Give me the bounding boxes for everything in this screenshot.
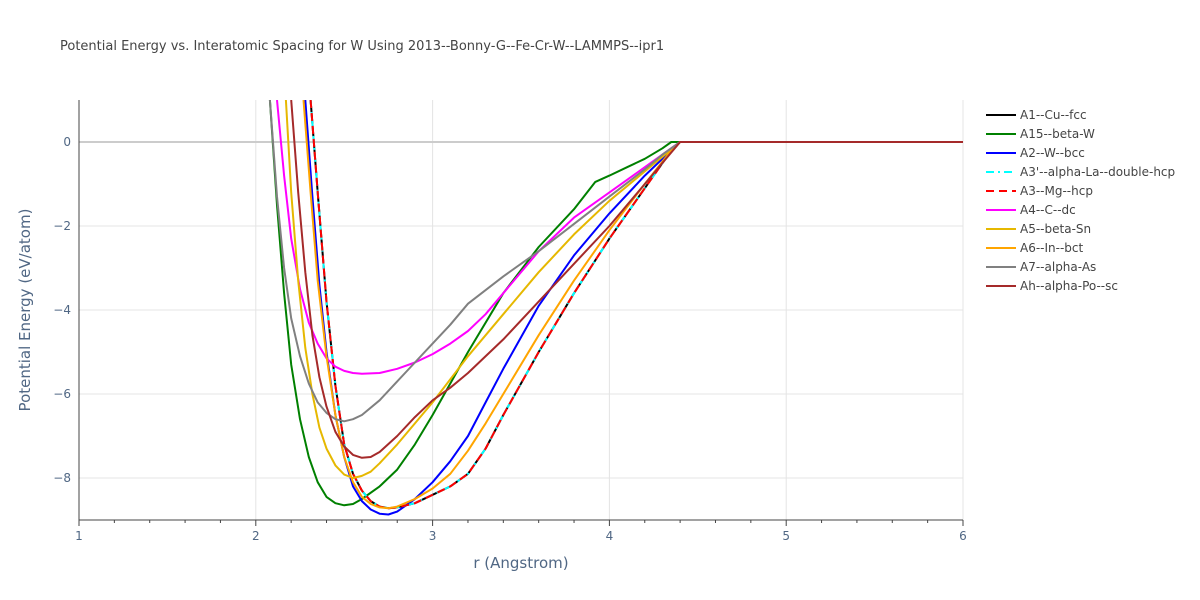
y-tick-label: −4 [53, 303, 71, 317]
legend-item[interactable]: A1--Cu--fcc [986, 108, 1087, 122]
series-line [304, 100, 963, 516]
series-line [268, 100, 963, 507]
series-line [290, 100, 963, 459]
series-lines [268, 100, 963, 516]
series-line [309, 100, 963, 510]
x-tick-label: 1 [75, 529, 83, 543]
chart-title: Potential Energy vs. Interatomic Spacing… [60, 39, 664, 54]
y-axis-title: Potential Energy (eV/atom) [16, 209, 34, 412]
legend-item[interactable]: A7--alpha-As [986, 260, 1096, 274]
series-line [284, 100, 963, 479]
legend-item[interactable]: A3'--alpha-La--double-hcp [986, 165, 1175, 179]
axes: 1 2 3 4 5 6 0 −2 −4 −6 −8 [53, 100, 967, 543]
legend-item[interactable]: A15--beta-W [986, 127, 1095, 141]
legend-label: A3'--alpha-La--double-hcp [1020, 165, 1175, 179]
legend-label: Ah--alpha-Po--sc [1020, 279, 1118, 293]
legend-label: A1--Cu--fcc [1020, 108, 1087, 122]
legend-item[interactable]: A3--Mg--hcp [986, 184, 1093, 198]
x-tick-label: 5 [782, 529, 790, 543]
x-tick-label: 4 [606, 529, 614, 543]
y-tick-label: −2 [53, 219, 71, 233]
legend-label: A2--W--bcc [1020, 146, 1085, 160]
series-line [302, 100, 963, 510]
x-tick-label: 3 [429, 529, 437, 543]
x-axis-title: r (Angstrom) [473, 554, 568, 572]
legend-item[interactable]: A2--W--bcc [986, 146, 1085, 160]
x-tick-label: 6 [959, 529, 967, 543]
legend-label: A7--alpha-As [1020, 260, 1096, 274]
y-tick-label: 0 [63, 135, 71, 149]
grid [79, 100, 964, 520]
legend-label: A6--In--bct [1020, 241, 1084, 255]
legend-label: A4--C--dc [1020, 203, 1076, 217]
y-tick-label: −8 [53, 471, 71, 485]
x-tick-label: 2 [252, 529, 260, 543]
legend[interactable]: A1--Cu--fcc A15--beta-W A2--W--bcc A3'--alp… [986, 108, 1175, 293]
series-line [309, 100, 963, 510]
legend-label: A15--beta-W [1020, 127, 1095, 141]
legend-item[interactable]: A6--In--bct [986, 241, 1084, 255]
legend-label: A5--beta-Sn [1020, 222, 1091, 236]
legend-item[interactable]: A4--C--dc [986, 203, 1076, 217]
legend-item[interactable]: Ah--alpha-Po--sc [986, 279, 1118, 293]
legend-label: A3--Mg--hcp [1020, 184, 1093, 198]
series-line [268, 100, 963, 423]
series-line [309, 100, 963, 510]
legend-item[interactable]: A5--beta-Sn [986, 222, 1091, 236]
y-tick-label: −6 [53, 387, 71, 401]
